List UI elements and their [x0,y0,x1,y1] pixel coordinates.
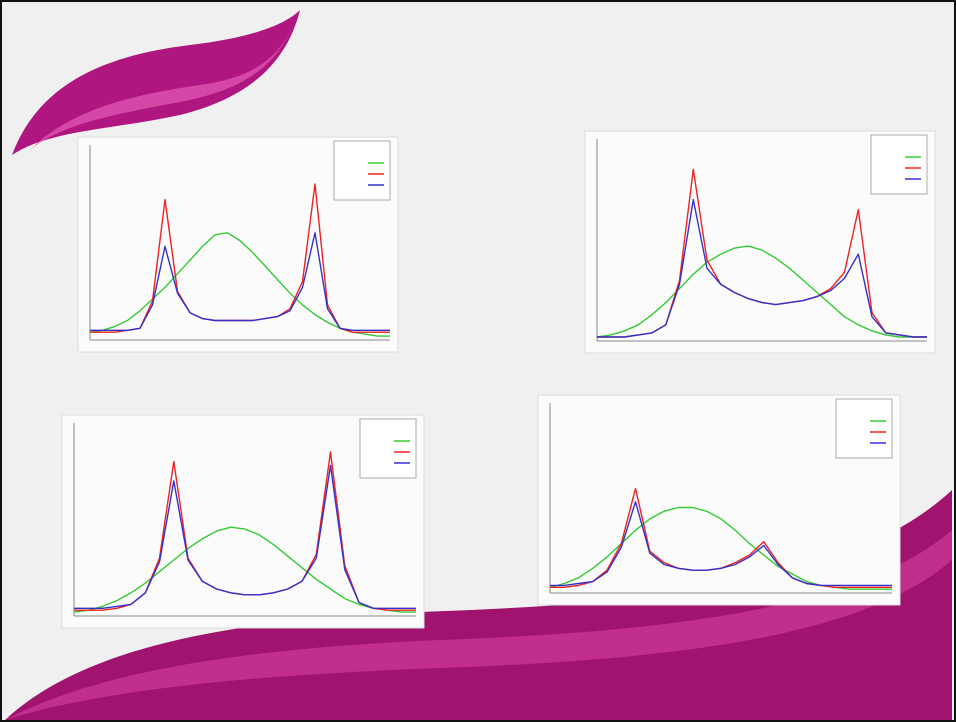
chart-panel [78,137,398,352]
legend-box [334,141,390,200]
legend-box [360,419,416,478]
legend-box [871,135,927,194]
chart-panel [538,395,900,605]
legend-box [836,399,892,458]
chart-panel [62,415,424,628]
chart-panel [585,131,935,353]
slide [0,0,956,722]
page: {"chart_data": [ {"type": "line", "xlim"… [0,0,956,722]
